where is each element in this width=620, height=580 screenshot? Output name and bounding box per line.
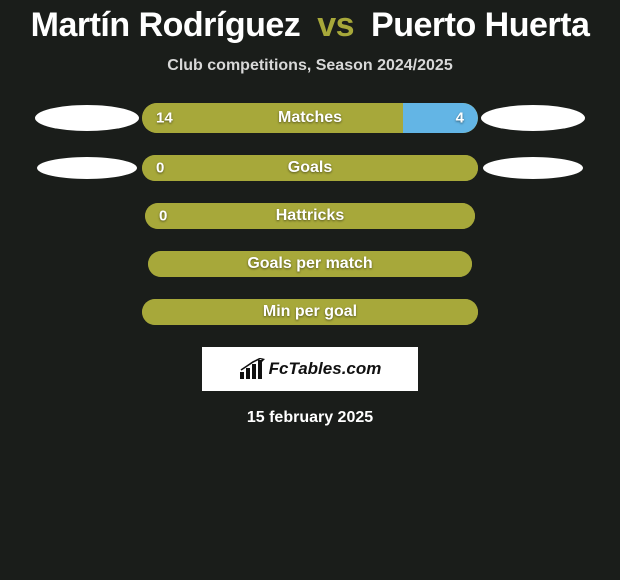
left-ellipse-slot <box>32 157 142 179</box>
stat-row: Goals per match <box>0 251 620 277</box>
player1-ellipse <box>35 105 139 131</box>
stat-bar: 144Matches <box>142 103 478 133</box>
stat-bar: Goals per match <box>148 251 472 277</box>
brand-box[interactable]: FcTables.com <box>202 347 418 391</box>
date: 15 february 2025 <box>0 409 620 427</box>
right-ellipse-slot <box>478 105 588 131</box>
player2-ellipse <box>481 105 585 131</box>
brand-inner: FcTables.com <box>239 358 382 380</box>
stat-label: Matches <box>142 109 478 127</box>
comparison-card: Martín Rodríguez vs Puerto Huerta Club c… <box>0 0 620 427</box>
stat-label: Min per goal <box>142 303 478 321</box>
vs-label: vs <box>317 6 354 44</box>
left-ellipse-slot <box>32 105 142 131</box>
page-title: Martín Rodríguez vs Puerto Huerta <box>0 0 620 47</box>
right-ellipse-slot <box>478 157 588 179</box>
bars-growth-icon <box>239 358 265 380</box>
stat-label: Goals <box>142 159 478 177</box>
stat-bar: 0Hattricks <box>145 203 475 229</box>
stat-label: Goals per match <box>148 255 472 273</box>
stat-row: 144Matches <box>0 103 620 133</box>
brand-text: FcTables.com <box>269 359 382 379</box>
player2-ellipse <box>483 157 583 179</box>
stat-label: Hattricks <box>145 207 475 225</box>
subtitle: Club competitions, Season 2024/2025 <box>0 57 620 75</box>
stat-row: 0Goals <box>0 155 620 181</box>
stat-row: 0Hattricks <box>0 203 620 229</box>
player1-name: Martín Rodríguez <box>31 6 301 44</box>
player1-ellipse <box>37 157 137 179</box>
stat-bar: 0Goals <box>142 155 478 181</box>
stat-bar: Min per goal <box>142 299 478 325</box>
stat-row: Min per goal <box>0 299 620 325</box>
stat-rows: 144Matches 0Goals 0Hattricks Goals per matc… <box>0 103 620 325</box>
player2-name: Puerto Huerta <box>371 6 589 44</box>
